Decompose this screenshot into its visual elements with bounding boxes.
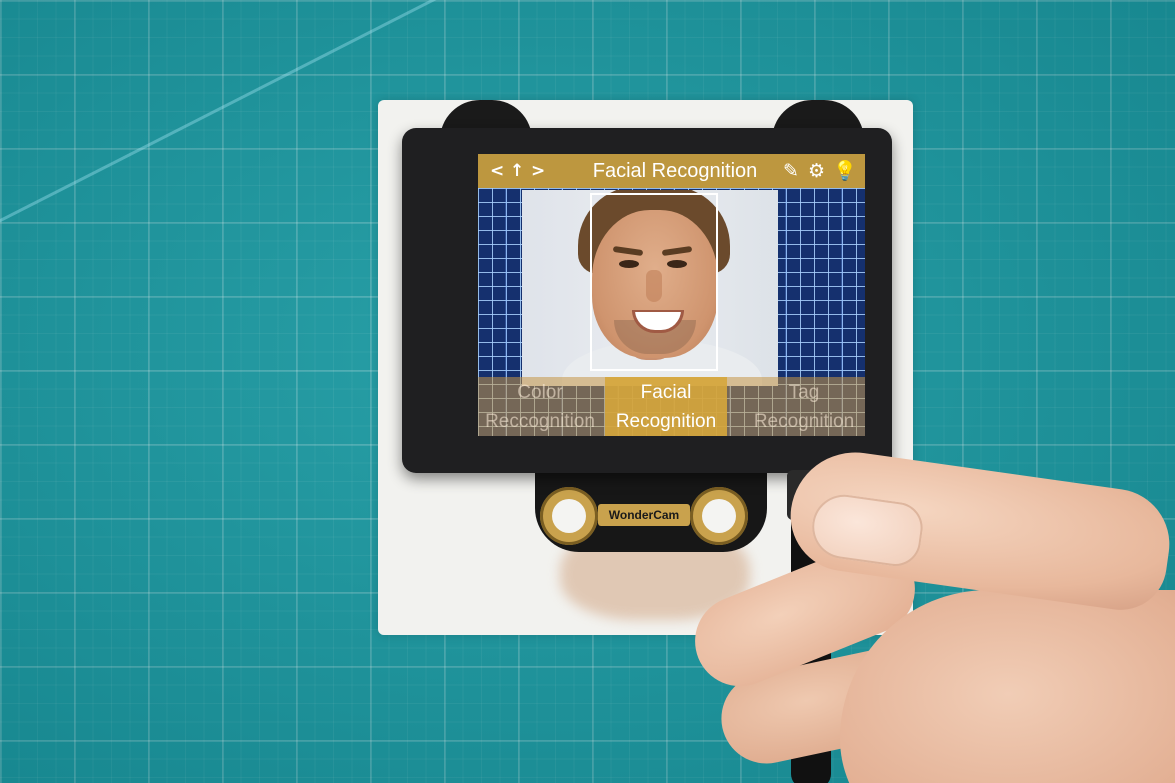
mode-label-line1: Color — [517, 382, 563, 403]
arrow-up-icon[interactable]: ↑ — [510, 161, 525, 181]
person-eye-right — [667, 260, 687, 268]
mode-color-recognition[interactable]: Color Reccognition — [470, 378, 610, 436]
chevron-right-icon[interactable]: > — [531, 161, 546, 181]
mode-label-line2: Recognition — [753, 411, 855, 432]
mode-selected-highlight — [605, 377, 727, 436]
holding-hand — [681, 444, 1175, 783]
palm — [840, 590, 1175, 783]
mode-facial-recognition[interactable]: Facial Recognition — [600, 378, 732, 436]
mode-tag-recognition[interactable]: Tag Recognition — [738, 378, 870, 436]
mode-label-line2: Reccognition — [485, 411, 595, 432]
mode-label-line1: Facial — [640, 382, 692, 403]
lightbulb-icon[interactable]: 💡 — [833, 160, 857, 182]
screen-title: Facial Recognition — [592, 160, 758, 182]
person-eye-left — [619, 260, 639, 268]
brand-label: WonderCam — [598, 504, 690, 526]
chevron-left-icon[interactable]: < — [490, 161, 505, 181]
person-nose — [646, 270, 662, 302]
mode-label-line1: Tag — [788, 382, 820, 403]
gear-icon[interactable]: ⚙ — [808, 160, 826, 182]
face-detection-box — [590, 193, 718, 371]
screen-top-bar — [478, 154, 865, 188]
mount-hole-right — [690, 487, 748, 545]
mode-label-line2: Recognition — [615, 411, 717, 432]
mount-hole-left — [540, 487, 598, 545]
edit-icon[interactable]: ✎ — [783, 160, 799, 182]
